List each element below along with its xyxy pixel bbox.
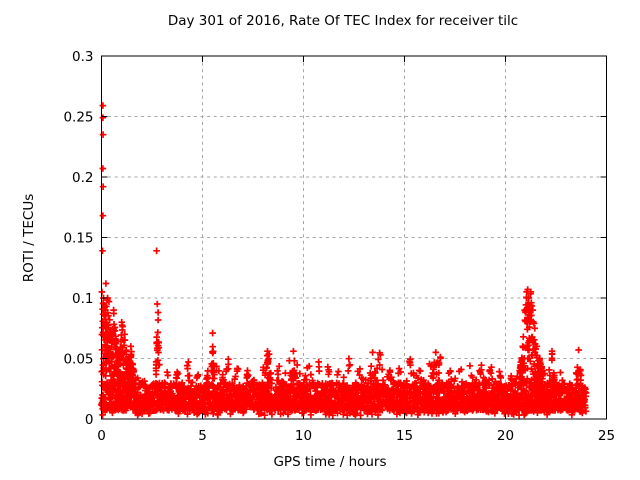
x-tick-label: 10	[295, 428, 312, 444]
outlier-points	[99, 102, 531, 305]
x-tick-label: 15	[396, 428, 413, 444]
y-tick-label: 0.05	[63, 351, 93, 367]
y-tick-label: 0.3	[72, 49, 93, 65]
x-tick-label: 25	[598, 428, 615, 444]
x-tick-label: 5	[198, 428, 207, 444]
y-tick-label: 0	[85, 412, 94, 428]
y-tick-label: 0.25	[63, 109, 93, 125]
y-tick-label: 0.2	[72, 170, 93, 186]
x-tick-label: 0	[97, 428, 106, 444]
x-axis-label: GPS time / hours	[273, 454, 387, 470]
scatter-points	[98, 288, 590, 419]
x-tick-label: 20	[497, 428, 514, 444]
chart-title: Day 301 of 2016, Rate Of TEC Index for r…	[167, 13, 519, 29]
y-tick-label: 0.15	[63, 230, 93, 246]
y-tick-label: 0.1	[72, 291, 93, 307]
